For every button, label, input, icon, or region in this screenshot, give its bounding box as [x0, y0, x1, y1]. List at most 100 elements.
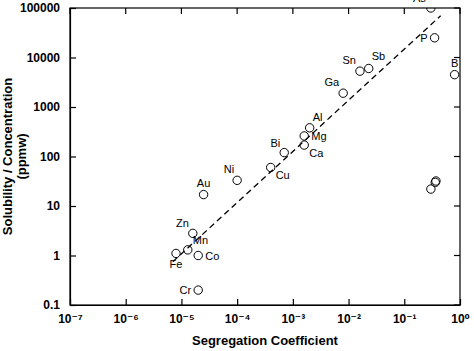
y-tick-mark-right [454, 156, 460, 157]
y-tick-mark [70, 57, 76, 58]
x-tick-mark-top [292, 8, 293, 14]
x-tick-mark-top [404, 8, 405, 14]
point [233, 176, 241, 184]
x-tick-label: 10⁻⁷ [58, 312, 83, 326]
point [300, 141, 308, 149]
point-label: Mn [193, 234, 208, 246]
point-label: Co [205, 250, 219, 262]
point-label: Sb [372, 50, 385, 62]
x-tick-mark-top [348, 8, 349, 14]
y-tick-label: 100000 [20, 1, 60, 15]
point [365, 64, 373, 72]
point [450, 70, 458, 78]
point [184, 246, 192, 254]
x-tick-mark [348, 299, 349, 305]
y-tick-mark [70, 156, 76, 157]
x-tick: 10⁻¹ [393, 299, 417, 326]
point-label: Ni [224, 163, 234, 175]
point [432, 177, 440, 185]
x-tick-mark-top [181, 8, 182, 14]
y-axis-title: (ppmw) [14, 133, 29, 179]
x-tick: 10⁻⁵ [169, 299, 194, 326]
point-label: Al [313, 111, 323, 123]
point [427, 8, 435, 12]
point [280, 148, 288, 156]
x-tick-mark [237, 299, 238, 305]
x-tick-mark [404, 299, 405, 305]
x-tick-mark [126, 299, 127, 305]
point [339, 89, 347, 97]
y-tick-label: 1 [53, 249, 60, 263]
y-tick: 1 [53, 249, 76, 263]
x-tick-label: 10⁻¹ [393, 312, 417, 326]
y-axis-title: Solubility / Concentration [0, 78, 15, 236]
point-label: Sn [342, 54, 355, 66]
x-tick-label: 10⁰ [451, 312, 470, 326]
y-tick: 0.1 [43, 298, 76, 312]
x-axis: 10⁻⁷ 10⁻⁶ 10⁻⁵ 10⁻⁴ 10⁻³ 10⁻² 10⁻¹ 10⁰ [58, 299, 470, 326]
point [194, 251, 202, 259]
point-label: Cu [276, 169, 290, 181]
x-axis-title: Segregation Coefficient [192, 333, 339, 348]
point [266, 163, 274, 171]
point-label: Cr [180, 284, 192, 296]
y-tick-mark [70, 8, 76, 9]
x-tick-label: 10⁻⁴ [225, 312, 251, 326]
x-axis-line [71, 305, 461, 306]
y-tick-mark-right [454, 255, 460, 256]
x-tick: 10⁻⁶ [114, 299, 139, 326]
point-label: Fe [170, 258, 183, 270]
y-tick-label: 10 [47, 199, 61, 213]
y-tick: 10 [47, 199, 76, 213]
point-label: P [420, 32, 427, 44]
point-label: As [413, 0, 426, 4]
point-label: Mg [311, 130, 326, 142]
y-tick-label: 0.1 [43, 298, 60, 312]
x-tick-mark-top [69, 8, 70, 14]
point [356, 67, 364, 75]
x-tick-label: 10⁻³ [282, 312, 306, 326]
point [199, 190, 207, 198]
point-labels: Cr Fe Mn Co Zn Au Ni Cu Bi Mg Al Ca GaSn Sb As P B [170, 0, 459, 296]
y-tick-mark [70, 206, 76, 207]
point-label: Ga [324, 76, 340, 88]
point [194, 286, 202, 294]
y-tick-mark-right [454, 304, 460, 305]
x-tick: 10⁰ [451, 299, 470, 326]
point [430, 34, 438, 42]
y-tick-label: 10000 [27, 51, 61, 65]
y-tick: 100000 [20, 1, 76, 15]
x-tick-label: 10⁻⁵ [169, 312, 194, 326]
x-tick: 10⁻² [337, 299, 361, 326]
y-tick-mark-right [454, 7, 460, 8]
y-tick-mark-right [454, 106, 460, 107]
y-tick-label: 100 [40, 150, 60, 164]
plot-frame [70, 8, 460, 305]
mirror-ticks [70, 8, 460, 305]
x-tick-mark [460, 299, 461, 305]
y-tick-mark [70, 107, 76, 108]
point [172, 249, 180, 257]
point-label: Bi [270, 137, 280, 149]
y-tick: 10000 [27, 51, 76, 65]
y-tick-mark [70, 255, 76, 256]
x-tick-mark-top [237, 8, 238, 14]
chart: 10⁻⁷ 10⁻⁶ 10⁻⁵ 10⁻⁴ 10⁻³ 10⁻² 10⁻¹ 10⁰ 0.1 1 10 100… [0, 0, 474, 351]
y-tick: 100 [40, 150, 76, 164]
x-tick-label: 10⁻² [337, 312, 361, 326]
point-label: Zn [176, 217, 189, 229]
point-label: Au [197, 177, 210, 189]
point-label: B [451, 57, 458, 69]
trend-line [173, 16, 441, 262]
point-label: Ca [309, 147, 324, 159]
x-tick-mark-top [459, 8, 460, 14]
x-tick-mark [293, 299, 294, 305]
x-tick-mark-top [125, 8, 126, 14]
plot-area [172, 8, 459, 294]
y-tick-mark [70, 305, 76, 306]
x-tick: 10⁻⁴ [225, 299, 251, 326]
y-tick: 1000 [33, 100, 76, 114]
x-tick-label: 10⁻⁶ [114, 312, 139, 326]
x-tick-mark [181, 299, 182, 305]
y-tick-label: 1000 [33, 100, 60, 114]
